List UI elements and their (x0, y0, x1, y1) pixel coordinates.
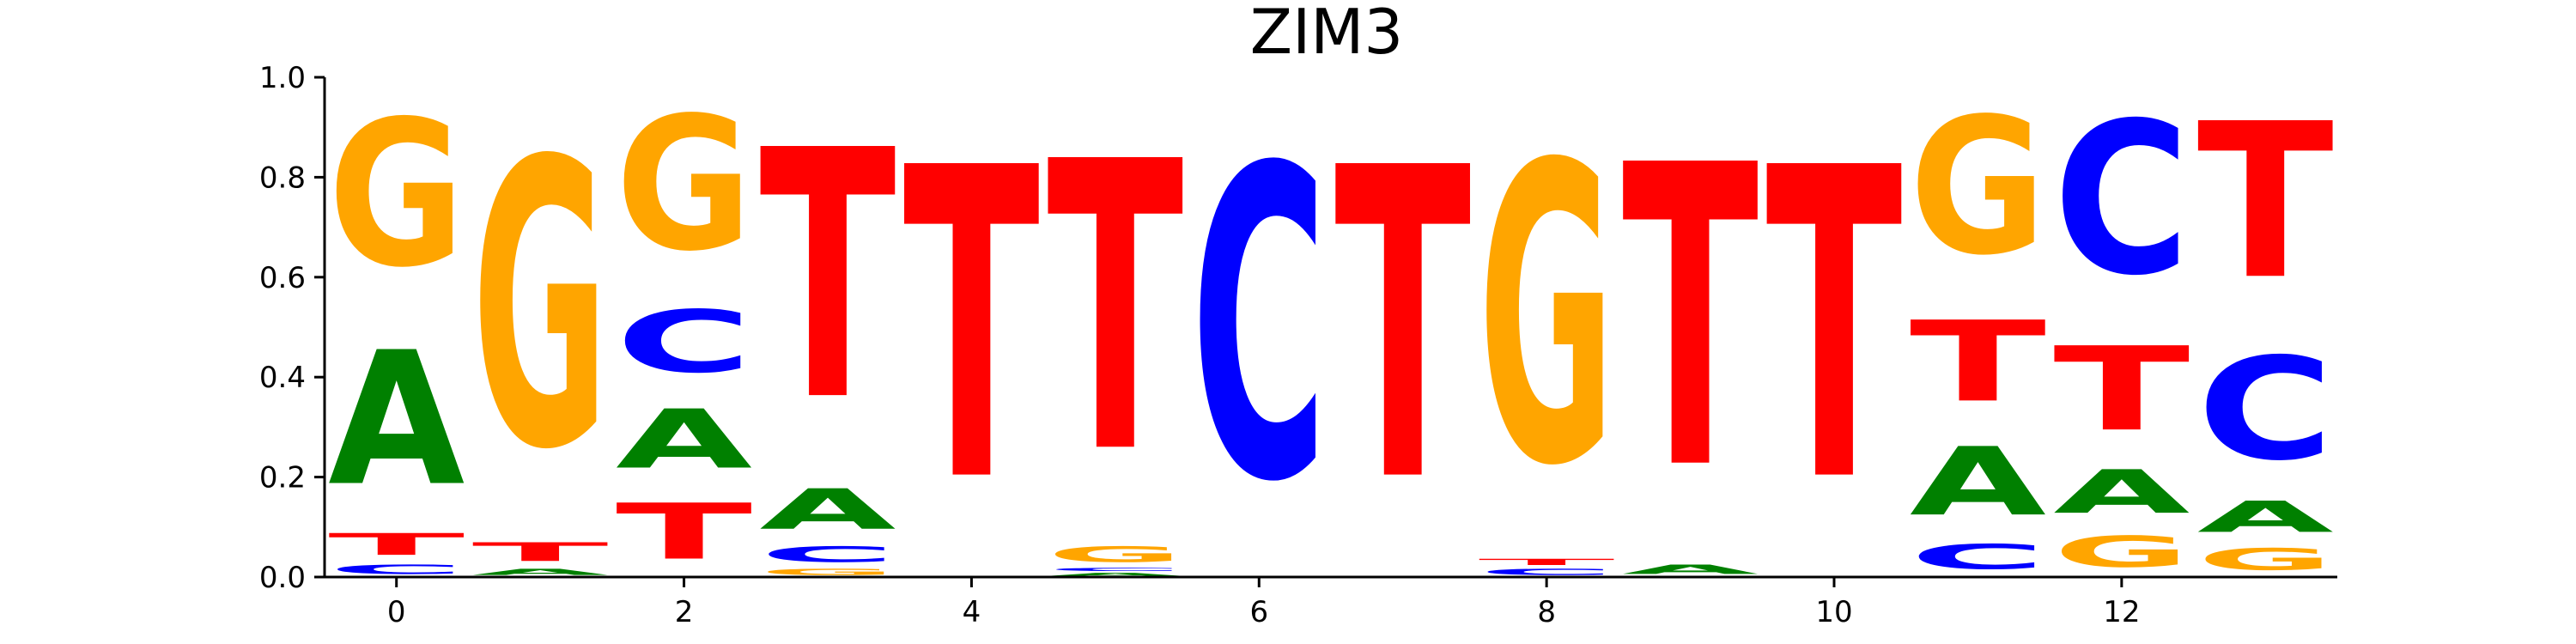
y-tick-label: 1.0 (259, 61, 306, 95)
logo-letter-t: T (616, 487, 752, 576)
logo-letter-a: A (2053, 458, 2190, 527)
logo-letter-a: A (616, 392, 752, 487)
logo-letter-c: C (2197, 329, 2334, 492)
logo-letter-g: G (472, 78, 609, 536)
logo-letter-t: T (472, 538, 609, 568)
logo-letter-a: A (1047, 572, 1183, 577)
logo-letter-g: G (2197, 542, 2334, 577)
logo-letter-c: C (328, 562, 465, 577)
logo-letter-t: T (759, 77, 896, 476)
logo-letter-g: G (1479, 78, 1615, 556)
logo-letter-t: T (1047, 79, 1184, 541)
logo-letter-c: C (1479, 567, 1615, 577)
x-tick-label: 2 (675, 595, 694, 629)
logo-letter-c: C (759, 542, 896, 567)
logo-letter-g: G (1910, 77, 2046, 296)
y-tick-label: 0.8 (259, 161, 306, 195)
logo-letter-c: C (1047, 567, 1183, 572)
logo-letter-t: T (2053, 322, 2190, 457)
logo-letter-t: T (1479, 557, 1615, 568)
logo-letter-g: G (759, 567, 896, 577)
logo-letter-a: A (2197, 492, 2334, 542)
y-tick-label: 0.4 (259, 361, 306, 395)
logo-letter-c: C (1910, 537, 2046, 576)
logo-letter-c: C (616, 292, 752, 392)
x-tick-label: 12 (2103, 595, 2140, 629)
x-tick-label: 4 (963, 595, 981, 629)
x-tick-label: 6 (1249, 595, 1268, 629)
logo-letter-a: A (1910, 427, 2046, 537)
x-tick-label: 8 (1537, 595, 1556, 629)
logo-letter-a: A (472, 567, 609, 577)
logo-letter-t: T (903, 77, 1041, 575)
logo-letter-t: T (1910, 298, 2046, 427)
logo-letter-t: T (1334, 77, 1472, 575)
logo-letter-t: T (2197, 77, 2334, 326)
logo-letter-g: G (1047, 542, 1183, 567)
axes: 0.0 0.2 0.4 0.6 0.8 1.0 0 2 4 6 8 10 12 (259, 61, 2337, 629)
logo-letter-g: G (328, 78, 465, 312)
logo-letter-a: A (759, 477, 896, 542)
logo-letter-c: C (2053, 79, 2190, 322)
x-tick-label: 0 (387, 595, 406, 629)
logo-letter-a: A (1622, 562, 1759, 577)
logo-letter-a: A (328, 313, 465, 527)
logo-letter-t: T (328, 527, 465, 562)
y-tick-label: 0.0 (259, 561, 306, 595)
logo-letter-g: G (616, 79, 752, 292)
x-tick-label: 10 (1815, 595, 1852, 629)
chart-title: ZIM3 (1250, 0, 1404, 68)
y-tick-label: 0.2 (259, 461, 306, 495)
logo-letter-t: T (1622, 79, 1759, 562)
logo-letter-t: T (1765, 77, 1903, 575)
logo-letter-c: C (1191, 79, 1327, 575)
logo-letter-g: G (2053, 527, 2190, 577)
y-tick-label: 0.6 (259, 261, 306, 295)
